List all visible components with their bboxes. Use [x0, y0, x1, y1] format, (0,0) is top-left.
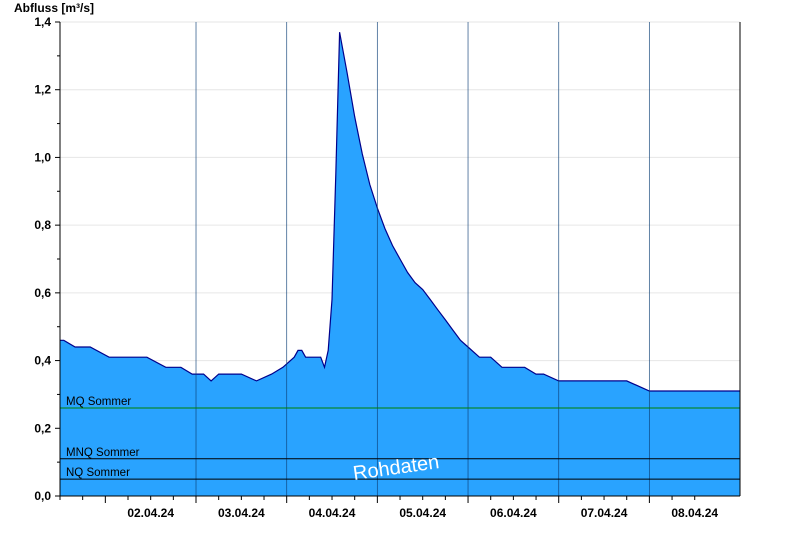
y-tick-label: 0,0	[34, 489, 51, 503]
y-tick-label: 1,0	[34, 150, 51, 164]
day-separator-lines	[195, 22, 650, 496]
x-tick-label: 02.04.24	[127, 506, 174, 520]
y-axis-label: Abfluss [m³/s]	[14, 1, 95, 15]
y-tick-label: 1,4	[34, 15, 51, 29]
y-tick-label: 0,2	[34, 421, 51, 435]
discharge-area	[60, 32, 740, 496]
x-tick-label: 04.04.24	[309, 506, 356, 520]
x-tick-label: 07.04.24	[581, 506, 628, 520]
axes	[55, 21, 741, 503]
reference-line-label: MNQ Sommer	[66, 447, 140, 459]
y-tick-label: 0,8	[34, 218, 51, 232]
reference-line-label: MQ Sommer	[66, 396, 131, 408]
reference-line-label: NQ Sommer	[66, 467, 130, 479]
x-tick-label: 06.04.24	[490, 506, 537, 520]
x-tick-label: 03.04.24	[218, 506, 265, 520]
reference-lines	[60, 407, 740, 480]
discharge-line	[60, 32, 740, 392]
y-tick-label: 1,2	[34, 83, 51, 97]
area-layer	[60, 32, 740, 496]
x-tick-label: 05.04.24	[399, 506, 446, 520]
labels: 02.04.24 03.04.24 04.04.24 05.04.24 06.04.24…	[34, 15, 718, 520]
y-tick-label: 0,6	[34, 286, 51, 300]
y-tick-label: 0,4	[34, 354, 51, 368]
x-tick-label: 08.04.24	[671, 506, 718, 520]
